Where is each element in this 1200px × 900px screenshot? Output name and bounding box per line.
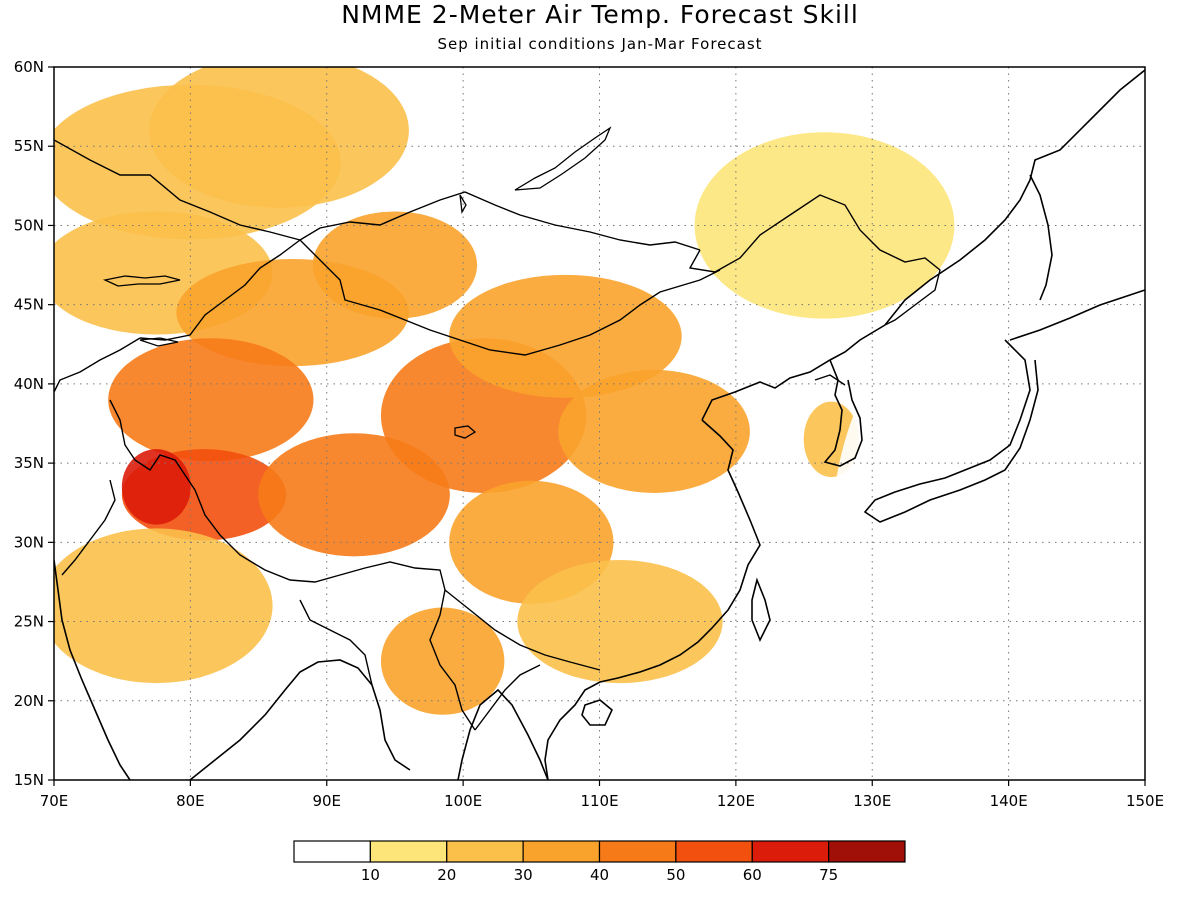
x-tick-label: 90E	[312, 792, 341, 810]
lake-balkhash	[102, 275, 181, 287]
colorbar-box	[751, 840, 830, 863]
y-tick-label: 30N	[14, 533, 44, 551]
y-tick-label: 15N	[14, 771, 44, 789]
skill-field	[54, 67, 1145, 780]
x-tick-label: 140E	[990, 792, 1028, 810]
border-china-vietnam	[444, 589, 601, 671]
border-myanmar	[429, 589, 476, 731]
colorbar: 10 20 30 40 50 60 75	[293, 840, 906, 884]
border-china-mongolia	[299, 239, 721, 356]
colorbar-box	[598, 840, 677, 863]
coastline-indochina	[457, 688, 549, 780]
colorbar-label: 40	[590, 866, 609, 884]
lake-khovsgol	[459, 194, 467, 215]
coastline-bohai	[701, 324, 886, 421]
border-india-bangladesh	[299, 599, 373, 686]
skill-region	[694, 132, 955, 319]
border-india-nepal-china	[194, 489, 446, 591]
coastline-hainan	[581, 699, 613, 726]
lakes	[102, 126, 612, 439]
y-tick-label: 60N	[14, 58, 44, 76]
border-china-kazakhstan	[139, 239, 301, 341]
border-laos-thailand	[474, 664, 541, 731]
skill-region	[380, 607, 505, 715]
skill-region	[108, 338, 314, 462]
colorbar-label: 10	[361, 866, 380, 884]
x-tick-label: 120E	[717, 792, 755, 810]
skill-region	[831, 290, 1145, 780]
colorbar-box	[369, 840, 448, 863]
skill-region	[149, 67, 409, 208]
colorbar-box	[828, 840, 906, 863]
x-tick-label: 80E	[176, 792, 205, 810]
skill-region	[54, 528, 273, 684]
page-subtitle: Sep initial conditions Jan-Mar Forecast	[437, 35, 763, 53]
colorbar-box	[675, 840, 753, 863]
y-tick-label: 55N	[14, 137, 44, 155]
coastline-china	[544, 419, 761, 780]
coastline-russia-east	[884, 69, 1145, 326]
colorbar-label: 75	[819, 866, 838, 884]
colorbar-label: 50	[666, 866, 685, 884]
x-tick-label: 150E	[1126, 792, 1164, 810]
border-india-pakistan	[61, 479, 116, 576]
y-tick-label: 20N	[14, 692, 44, 710]
map-plot-area	[54, 67, 1145, 780]
y-tick-label: 40N	[14, 375, 44, 393]
colorbar-label: 30	[514, 866, 533, 884]
skill-region	[121, 449, 191, 525]
border-china-central-asia	[54, 337, 141, 393]
y-tick-label: 35N	[14, 454, 44, 472]
x-tick-label: 110E	[580, 792, 618, 810]
coastlines	[54, 69, 1145, 780]
coastline-taiwan	[751, 577, 771, 642]
skill-region	[558, 369, 750, 493]
y-tick-label: 50N	[14, 216, 44, 234]
lake-qinghai	[454, 425, 477, 439]
y-tick-label: 25N	[14, 613, 44, 631]
colorbar-label: 60	[743, 866, 762, 884]
colorbar-box	[446, 840, 524, 863]
coastline-hokkaido	[1009, 289, 1145, 341]
coastline-sakhalin	[1029, 174, 1053, 301]
x-tick-label: 130E	[853, 792, 891, 810]
border-korea	[814, 374, 846, 386]
colorbar-label: 20	[437, 866, 456, 884]
skill-region	[449, 274, 682, 398]
x-axis: 70E 80E 90E 100E 110E 120E 130E 140E 150E	[40, 780, 1164, 810]
skill-region	[312, 211, 478, 319]
x-tick-label: 100E	[444, 792, 482, 810]
y-axis: 15N 20N 25N 30N 35N 40N 45N 50N 55N 60N	[14, 58, 54, 789]
lake-baikal	[514, 126, 612, 191]
coastline-bengal	[189, 659, 411, 780]
y-tick-label: 45N	[14, 296, 44, 314]
coastline-india	[54, 559, 131, 780]
lake-issyk-kul	[139, 337, 179, 347]
border-russia-kazakhstan	[54, 139, 301, 241]
border-china-kashmir	[109, 399, 196, 491]
national-borders	[54, 139, 941, 731]
skill-region	[258, 433, 450, 557]
border-russia-mongolia	[299, 191, 701, 251]
coastline-japan	[863, 339, 1039, 523]
border-china-russia-ne	[688, 194, 941, 326]
colorbar-box	[293, 840, 371, 863]
page-title: NMME 2-Meter Air Temp. Forecast Skill	[341, 0, 859, 29]
coastline-korea	[823, 359, 863, 467]
colorbar-box	[522, 840, 601, 863]
x-tick-label: 70E	[40, 792, 69, 810]
